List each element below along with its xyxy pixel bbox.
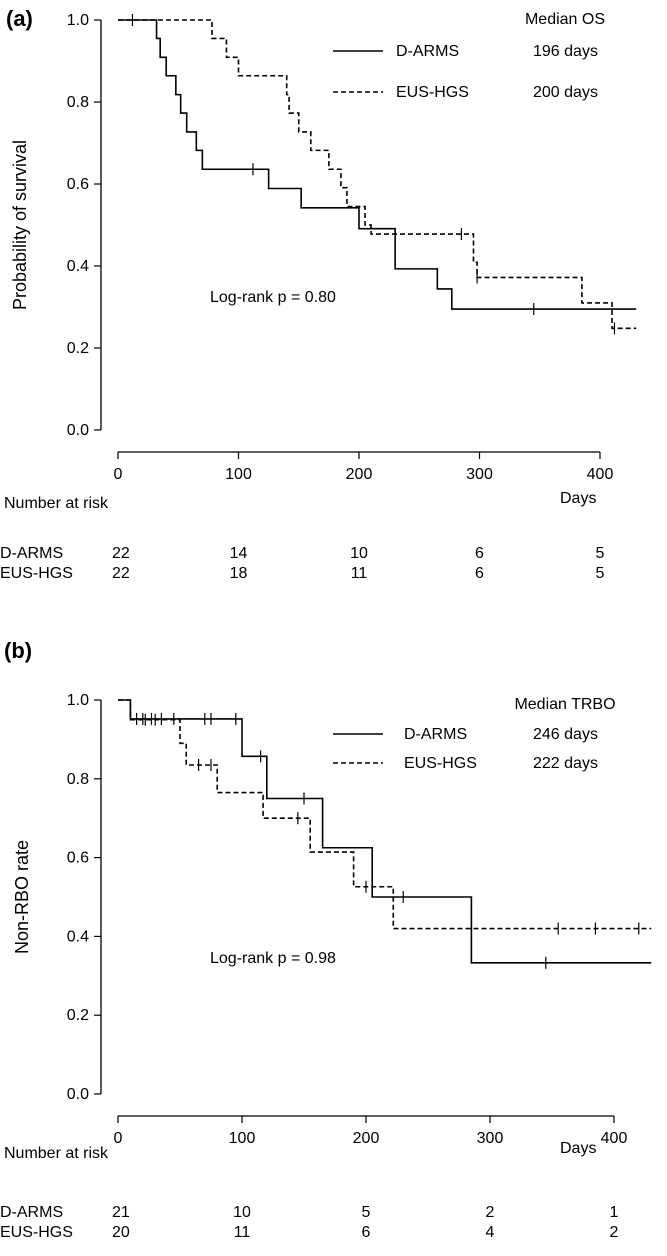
risk-value: 5 [362,1204,371,1221]
x-tick-label: 200 [346,466,373,483]
km-curve-eus-hgs [118,19,637,330]
log-rank-annotation: Log-rank p = 0.80 [210,289,336,306]
y-tick-label: 0.2 [67,1007,89,1024]
km-curve-eus-hgs [118,699,652,930]
x-tick-label: 200 [353,1130,380,1147]
risk-value: 2 [610,1224,619,1241]
risk-value: 11 [351,565,368,582]
log-rank-annotation: Log-rank p = 0.98 [210,950,336,967]
y-tick-label: 0.8 [67,94,89,111]
risk-value: 20 [112,1224,130,1241]
legend-median: 196 days [533,43,598,60]
legend-header: Median TRBO [514,696,615,713]
y-tick-label: 0.8 [67,771,89,788]
risk-table-title: Number at risk [4,495,109,512]
km-panel-a: (a) 0.0 0.2 0.4 0.6 0.8 1.0 Probability of surv… [0,6,637,582]
risk-value: 1 [610,1204,619,1221]
risk-value: 6 [362,1224,371,1241]
risk-value: 5 [596,565,605,582]
risk-value: 11 [234,1224,251,1241]
legend-median: 200 days [533,84,598,101]
legend-series-name: EUS-HGS [404,755,477,772]
risk-value: 10 [233,1204,251,1221]
x-tick-label: 100 [225,466,252,483]
risk-value: 22 [112,565,130,582]
risk-value: 10 [350,545,368,562]
risk-table-title: Number at risk [4,1145,109,1162]
risk-value: 6 [475,545,484,562]
y-tick-label: 0.6 [67,176,89,193]
y-tick-label: 0.6 [67,850,89,867]
x-tick-label: 0 [114,1130,123,1147]
panel-label: (a) [6,6,33,31]
x-tick-label: 400 [601,1130,628,1147]
risk-value: 5 [596,545,605,562]
legend-series-name: D-ARMS [396,43,459,60]
y-tick-label: 0.2 [67,340,89,357]
risk-value: 2 [486,1204,495,1221]
legend-median: 246 days [533,726,598,743]
risk-row-label: D-ARMS [0,545,63,562]
legend-series-name: D-ARMS [404,726,467,743]
y-tick-label: 0.0 [67,422,89,439]
y-tick-label: 0.0 [67,1086,89,1103]
risk-value: 6 [475,565,484,582]
x-tick-label: 0 [114,466,123,483]
risk-row-label: D-ARMS [0,1204,63,1221]
km-chart-a: (a) 0.0 0.2 0.4 0.6 0.8 1.0 Probability of surv… [0,6,637,582]
x-axis-title: Days [560,1140,596,1157]
x-axis-title: Days [560,490,596,507]
risk-value: 22 [112,545,130,562]
x-tick-label: 300 [466,466,493,483]
x-tick-label: 100 [229,1130,256,1147]
legend-header: Median OS [525,11,605,28]
y-tick-label: 0.4 [67,928,89,945]
y-axis-title: Non-RBO rate [12,840,32,954]
risk-value: 4 [486,1224,495,1241]
km-panel-b: (b) 0.0 0.2 0.4 0.6 0.8 1.0 Non-RBO rate 0 100 200… [0,628,667,1256]
legend-median: 222 days [533,755,598,772]
km-curve-d-arms [118,19,637,310]
y-tick-label: 0.4 [67,258,89,275]
x-tick-label: 300 [477,1130,504,1147]
y-tick-label: 1.0 [67,12,89,29]
y-axis-title: Probability of survival [10,140,30,310]
risk-value: 14 [230,545,248,562]
panel-label: (b) [4,638,32,663]
risk-row-label: EUS-HGS [0,1224,73,1241]
risk-value: 18 [230,565,248,582]
risk-value: 21 [112,1204,130,1221]
legend-series-name: EUS-HGS [396,84,469,101]
risk-row-label: EUS-HGS [0,565,73,582]
km-chart-b: (b) 0.0 0.2 0.4 0.6 0.8 1.0 Non-RBO rate 0 100 200… [0,638,652,1241]
x-tick-label: 400 [587,466,614,483]
y-tick-label: 1.0 [67,692,89,709]
